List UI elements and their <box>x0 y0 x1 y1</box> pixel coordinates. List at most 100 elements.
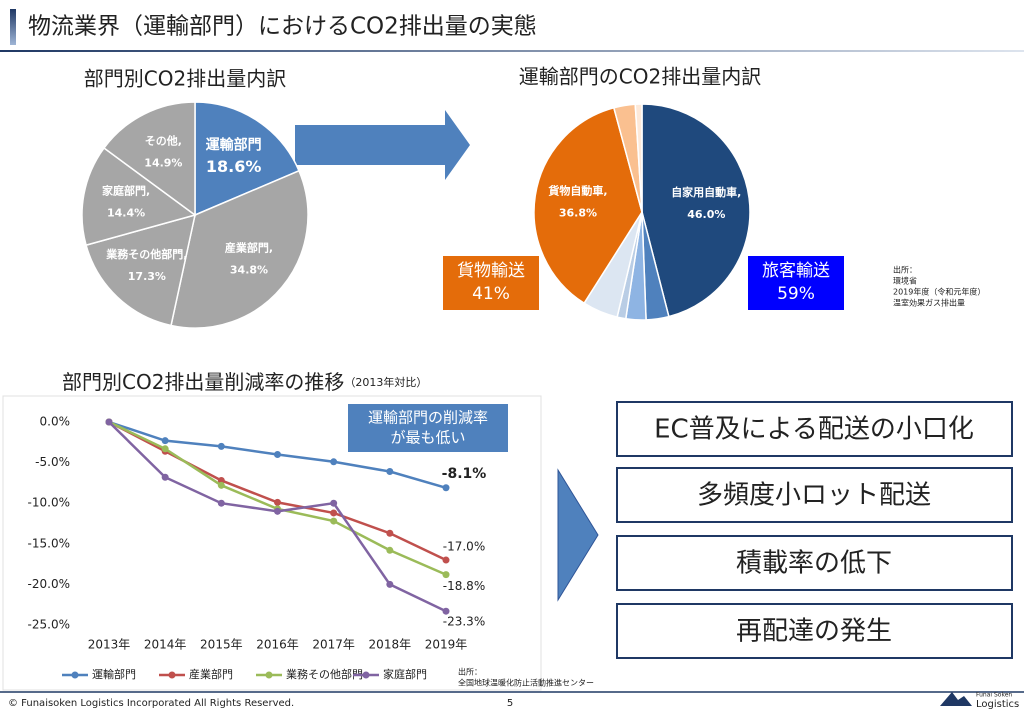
y-tick-label: -10.0% <box>28 496 70 510</box>
data-point <box>442 484 450 492</box>
data-point <box>386 529 394 537</box>
pie-slice <box>634 103 643 213</box>
chart-title: 運輸部門のCO2排出量内訳 <box>519 65 761 89</box>
group-name: 貨物輸送 <box>457 261 525 281</box>
data-point <box>105 418 113 426</box>
legend-marker <box>362 671 370 679</box>
chart-frame <box>2 395 542 691</box>
slice-value: 14.9% <box>144 156 182 169</box>
data-point <box>274 507 281 515</box>
data-label: -23.3% <box>443 615 485 629</box>
arrow <box>557 468 599 602</box>
page-title: 物流業界（運輸部門）におけるCO2排出量の実態 <box>28 14 537 40</box>
legend-marker <box>168 671 176 679</box>
pie-slice <box>170 169 309 329</box>
logo-text: Logistics <box>976 699 1019 710</box>
data-point <box>217 499 225 507</box>
x-tick-label: 2013年 <box>88 638 131 652</box>
data-point <box>386 580 394 588</box>
slice-value: 18.6% <box>206 157 262 176</box>
data-point <box>161 437 169 445</box>
factor-box <box>616 603 1013 659</box>
slice-label: 自家用自動車, <box>671 185 741 199</box>
factor-box <box>616 467 1013 523</box>
factor-text: 再配達の発生 <box>736 617 892 647</box>
pie-slice <box>194 101 300 217</box>
data-label: -18.8% <box>443 579 485 593</box>
data-point <box>161 445 169 453</box>
source: 温室効果ガス排出量 <box>893 298 965 308</box>
chart-title: 部門別CO2排出量内訳 <box>84 67 286 91</box>
data-point <box>386 546 394 554</box>
factor-text: 多頻度小ロット配送 <box>697 481 931 511</box>
logo-mark <box>940 692 972 706</box>
x-tick-label: 2017年 <box>312 638 355 652</box>
chart-title: 部門別CO2排出量削減率の推移（2013年対比） <box>62 370 427 394</box>
slice-label: 貨物自動車, <box>548 183 607 197</box>
data-point <box>330 458 338 466</box>
pie-slice <box>85 213 196 327</box>
legend-label: 産業部門 <box>189 667 233 681</box>
source: 環境省 <box>893 276 917 286</box>
source: 出所： <box>458 667 482 677</box>
data-point <box>330 517 338 525</box>
slice-value: 46.0% <box>687 208 725 221</box>
slice-value: 17.3% <box>128 270 166 283</box>
group-box <box>443 256 539 310</box>
data-label: -8.1% <box>442 466 487 482</box>
slice-label: 家庭部門, <box>102 183 150 197</box>
data-label: -17.0% <box>443 540 485 554</box>
data-point <box>217 481 225 489</box>
y-tick-label: -15.0% <box>28 536 70 550</box>
y-tick-label: -20.0% <box>28 577 70 591</box>
factor-text: EC普及による配送の小口化 <box>654 415 974 445</box>
x-tick-label: 2018年 <box>369 638 412 652</box>
callout-box <box>348 404 508 452</box>
data-point <box>217 442 225 450</box>
pie-slice <box>102 101 196 217</box>
source: 2019年度（令和元年度） <box>893 287 985 297</box>
header-bar <box>10 9 16 45</box>
chart-subtitle: （2013年対比） <box>344 375 427 389</box>
data-point <box>217 476 225 484</box>
data-point <box>274 498 281 506</box>
copyright: © Funaisoken Logistics Incorporated All … <box>8 698 294 709</box>
group-box <box>748 256 844 310</box>
data-point <box>330 499 338 507</box>
data-point <box>442 556 450 564</box>
slice-value: 14.4% <box>107 206 145 219</box>
x-tick-label: 2016年 <box>256 638 299 652</box>
slice-label: 運輸部門 <box>206 137 262 154</box>
legend-label: 運輸部門 <box>92 667 136 681</box>
header-line <box>0 50 1024 52</box>
pie-slice <box>81 146 197 247</box>
factor-text: 積載率の低下 <box>736 549 892 579</box>
page-number: 5 <box>507 698 513 709</box>
slice-value: 36.8% <box>559 206 597 219</box>
arrow <box>295 110 470 180</box>
slice-value: 34.8% <box>230 264 268 277</box>
legend-marker <box>71 671 79 679</box>
data-point <box>274 450 281 458</box>
slice-label: 産業部門, <box>225 241 273 255</box>
legend-label: 家庭部門 <box>383 667 427 681</box>
data-point <box>442 607 450 615</box>
callout-text: が最も低い <box>390 429 465 447</box>
slice-label: 業務その他部門, <box>105 247 187 261</box>
x-tick-label: 2014年 <box>144 638 187 652</box>
data-point <box>161 473 169 481</box>
x-tick-label: 2015年 <box>200 638 243 652</box>
source: 出所： <box>893 265 917 275</box>
factor-box <box>616 535 1013 591</box>
callout-text: 運輸部門の削減率 <box>368 409 488 427</box>
group-value: 41% <box>472 284 510 304</box>
data-point <box>442 571 450 579</box>
chart-title-text: 部門別CO2排出量削減率の推移 <box>62 370 344 394</box>
pie-slice <box>641 103 751 318</box>
factor-box <box>616 401 1013 457</box>
data-point <box>386 468 394 476</box>
x-tick-label: 2019年 <box>425 638 468 652</box>
y-tick-label: 0.0% <box>40 415 71 429</box>
group-name: 旅客輸送 <box>762 261 830 281</box>
data-point <box>330 509 338 517</box>
